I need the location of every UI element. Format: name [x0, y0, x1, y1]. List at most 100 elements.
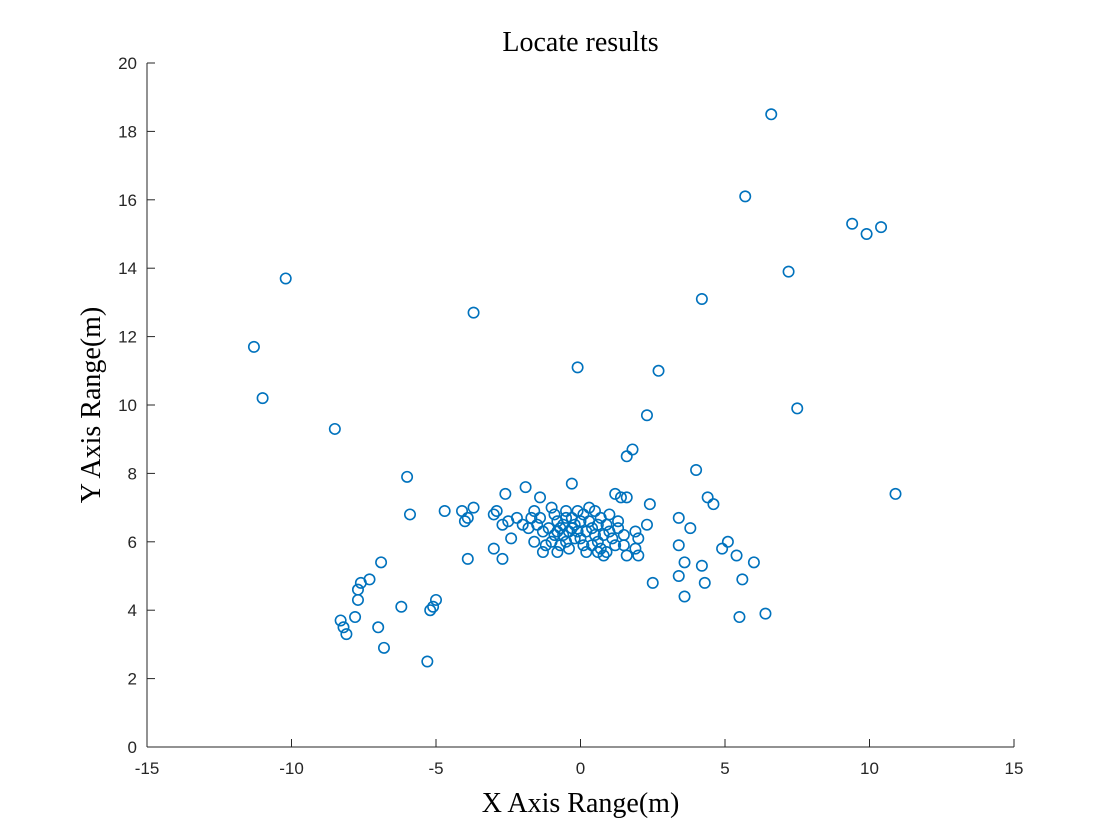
- y-tick-label: 10: [118, 396, 137, 415]
- data-point: [588, 505, 601, 518]
- y-axis-label: Y Axis Range(m): [76, 307, 107, 504]
- data-point: [562, 525, 575, 538]
- data-point: [716, 542, 729, 555]
- data-point: [328, 422, 341, 435]
- data-point: [565, 522, 578, 535]
- data-point: [889, 487, 902, 500]
- data-point: [429, 593, 442, 606]
- data-point: [721, 535, 734, 548]
- y-tick-label: 20: [118, 54, 137, 73]
- data-point: [583, 501, 596, 514]
- chart-title: Locate results: [502, 27, 658, 58]
- data-point: [375, 556, 388, 569]
- data-point: [337, 621, 350, 634]
- x-tick-label: 15: [1005, 759, 1024, 778]
- data-point: [701, 491, 714, 504]
- data-point: [782, 265, 795, 278]
- data-point: [591, 546, 604, 559]
- data-point: [499, 487, 512, 500]
- data-point: [401, 470, 414, 483]
- data-point: [690, 463, 703, 476]
- data-point: [496, 552, 509, 565]
- data-point: [560, 505, 573, 518]
- data-point: [424, 604, 437, 617]
- data-point: [334, 614, 347, 627]
- data-point: [372, 621, 385, 634]
- y-tick-label: 12: [118, 328, 137, 347]
- data-point: [551, 546, 564, 559]
- data-point: [487, 542, 500, 555]
- data-point: [698, 576, 711, 589]
- data-point: [580, 525, 593, 538]
- data-point: [632, 549, 645, 562]
- data-point: [354, 576, 367, 589]
- data-point: [351, 593, 364, 606]
- data-point: [349, 611, 362, 624]
- data-point: [256, 392, 269, 405]
- data-point: [586, 539, 599, 552]
- data-point: [487, 508, 500, 521]
- data-point: [733, 611, 746, 624]
- y-tick-label: 6: [128, 533, 137, 552]
- data-point: [534, 491, 547, 504]
- x-tick-label: 0: [576, 759, 585, 778]
- data-point: [672, 511, 685, 524]
- data-point: [571, 505, 584, 518]
- data-point: [340, 628, 353, 641]
- y-tick-label: 18: [118, 122, 137, 141]
- y-tick-label: 14: [118, 259, 137, 278]
- data-point: [510, 511, 523, 524]
- x-tick-label: 5: [720, 759, 729, 778]
- data-point: [695, 559, 708, 572]
- y-tick-label: 0: [128, 738, 137, 757]
- data-point: [536, 546, 549, 559]
- ticks-layer: -15 -10 -5 0 5 10 15 0 2 4 6 8 10 12 14 16 18 20: [118, 54, 1023, 778]
- data-point: [534, 511, 547, 524]
- data-point: [490, 505, 503, 518]
- data-point: [467, 306, 480, 319]
- x-tick-label: -5: [428, 759, 443, 778]
- data-point: [765, 108, 778, 121]
- data-point: [539, 539, 552, 552]
- data-point: [614, 491, 627, 504]
- data-point: [600, 546, 613, 559]
- data-point: [695, 292, 708, 305]
- data-point: [736, 573, 749, 586]
- data-point: [421, 655, 434, 668]
- data-point: [536, 525, 549, 538]
- data-point: [846, 217, 859, 230]
- x-tick-label: 10: [860, 759, 879, 778]
- data-point: [597, 549, 610, 562]
- data-point: [528, 505, 541, 518]
- x-axis-label: X Axis Range(m): [482, 788, 680, 819]
- data-point: [531, 518, 544, 531]
- data-point: [629, 542, 642, 555]
- data-point: [684, 522, 697, 535]
- data-point: [643, 498, 656, 511]
- data-point: [707, 498, 720, 511]
- data-point: [525, 511, 538, 524]
- data-point: [640, 409, 653, 422]
- data-point: [672, 539, 685, 552]
- y-tick-label: 16: [118, 191, 137, 210]
- data-point: [551, 525, 564, 538]
- data-point: [577, 539, 590, 552]
- data-point: [617, 539, 630, 552]
- y-tick-label: 8: [128, 464, 137, 483]
- data-point: [620, 450, 633, 463]
- data-point: [548, 508, 561, 521]
- data-point: [545, 501, 558, 514]
- data-point: [629, 525, 642, 538]
- y-tick-label: 2: [128, 670, 137, 689]
- points-layer: [247, 108, 902, 668]
- data-point: [577, 508, 590, 521]
- data-point: [678, 556, 691, 569]
- data-point: [791, 402, 804, 415]
- data-point: [612, 522, 625, 535]
- data-point: [438, 505, 451, 518]
- data-point: [875, 221, 888, 234]
- data-point: [519, 481, 532, 494]
- data-point: [739, 190, 752, 203]
